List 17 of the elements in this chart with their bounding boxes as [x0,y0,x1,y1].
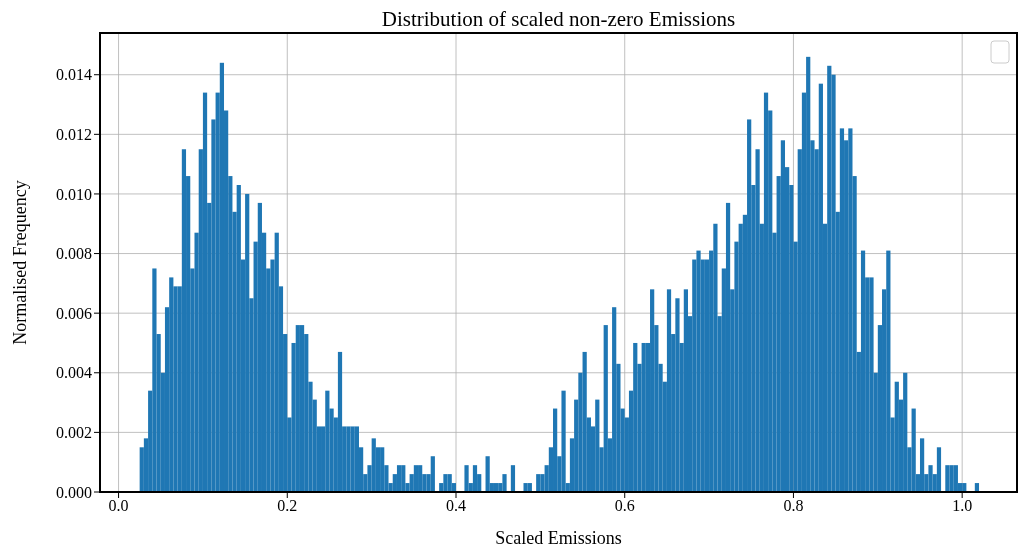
x-tick-label: 0.6 [614,497,635,515]
x-tick-label: 0.4 [446,497,466,515]
y-tick-label: 0.012 [56,126,92,144]
y-axis-title: Normalised Frequency [10,180,31,345]
y-tick-label: 0.014 [56,66,92,84]
y-tick-label: 0.000 [56,483,92,501]
y-tick-label: 0.006 [56,304,92,322]
x-tick-label: 0.8 [783,497,804,515]
x-tick-label: 0.2 [277,497,298,515]
y-tick-label: 0.008 [56,245,92,263]
y-tick-label: 0.010 [56,185,92,203]
x-axis-title: Scaled Emissions [495,528,622,548]
chart-title: Distribution of scaled non-zero Emissions [381,7,736,31]
y-tick-label: 0.004 [56,364,92,382]
x-tick-label: 1.0 [952,497,973,515]
y-tick-label: 0.002 [56,424,92,442]
x-tick-label: 0.0 [108,497,129,515]
